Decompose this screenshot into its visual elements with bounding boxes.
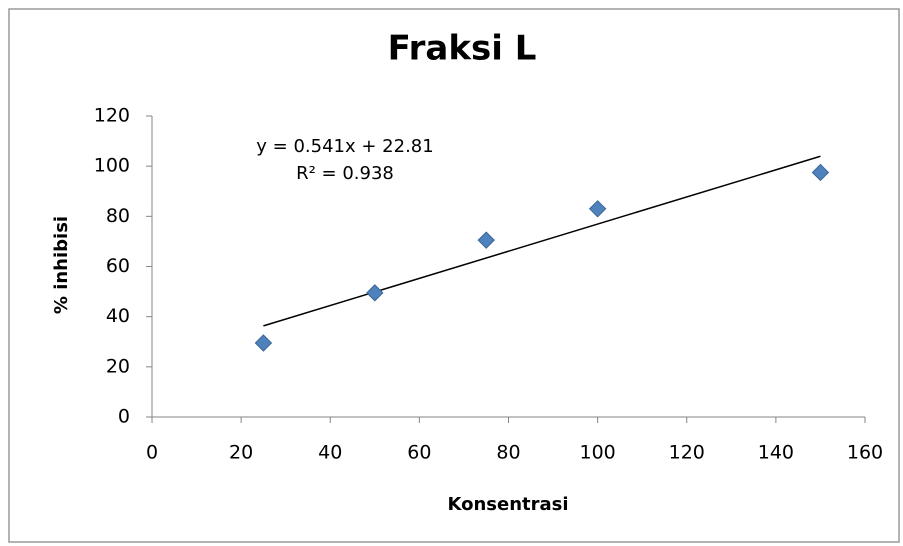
x-axis-label: Konsentrasi: [447, 494, 568, 515]
y-tick-label: 80: [106, 205, 130, 227]
y-tick-label: 0: [118, 406, 130, 428]
x-tick-label: 0: [146, 442, 158, 464]
x-tick-label: 140: [758, 442, 794, 464]
x-tick-label: 80: [496, 442, 520, 464]
x-tick-label: 120: [669, 442, 705, 464]
x-tick-label: 20: [229, 442, 253, 464]
trendline-r-squared: R² = 0.938: [296, 163, 394, 184]
trendline-equation: y = 0.541x + 22.81: [256, 136, 433, 157]
y-tick-label: 60: [106, 255, 130, 277]
y-axis-label: % inhibisi: [51, 216, 72, 314]
x-tick-label: 100: [579, 442, 615, 464]
chart-title: Fraksi L: [388, 29, 537, 69]
y-tick-label: 100: [94, 155, 130, 177]
x-tick-label: 60: [407, 442, 431, 464]
x-tick-label: 40: [318, 442, 342, 464]
data-point: [366, 284, 384, 302]
y-tick-label: 120: [94, 105, 130, 127]
y-tick-label: 40: [106, 305, 130, 327]
data-point: [254, 334, 273, 352]
y-tick-label: 20: [106, 355, 130, 377]
chart-border: [8, 8, 900, 543]
data-point: [588, 200, 607, 218]
trendline: [263, 155, 821, 327]
x-tick-label: 160: [847, 442, 883, 464]
data-point: [477, 231, 495, 249]
data-point: [811, 163, 830, 182]
